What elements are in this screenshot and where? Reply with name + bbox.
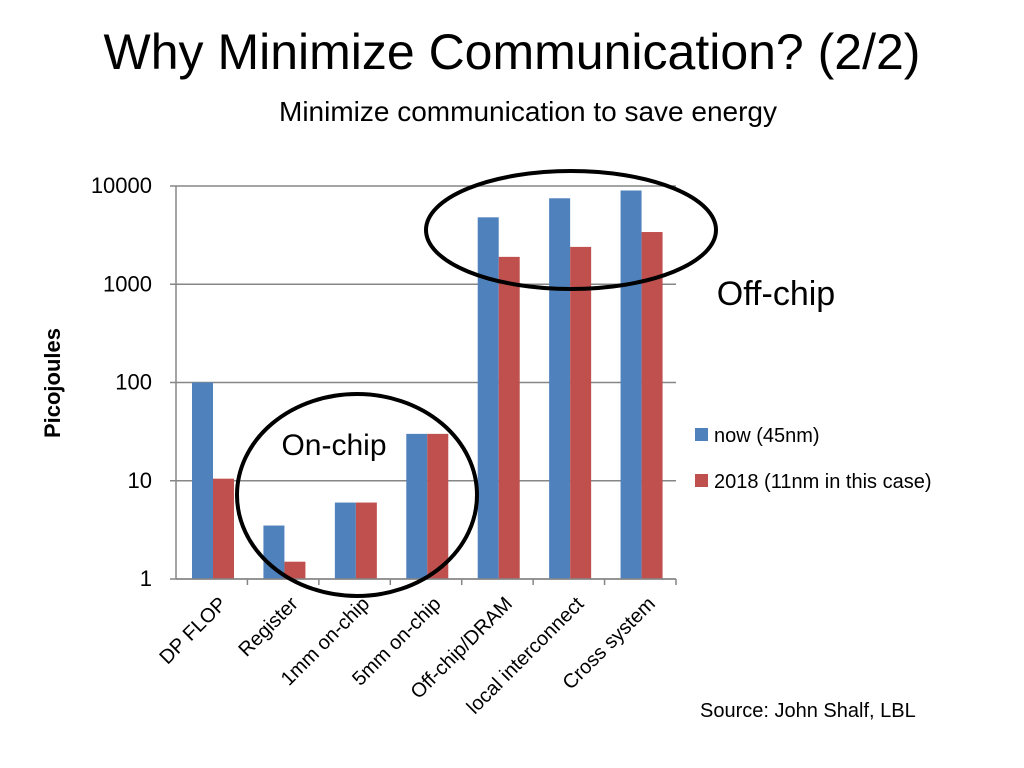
slide-subtitle: Minimize communication to save energy (279, 96, 777, 127)
x-tick-label: DP FLOP (155, 593, 231, 669)
on-chip-circle (235, 392, 479, 598)
bar-2018-5 (498, 256, 520, 579)
bar-now-5 (477, 217, 499, 579)
off-chip-label: Off-chip (717, 275, 835, 313)
bars (192, 190, 663, 580)
y-tick-labels: 1 10 100 1000 10000 (91, 173, 152, 591)
bar-now-3 (334, 502, 356, 579)
legend-label: 2018 (11nm in this case) (714, 471, 932, 493)
slide-title: Why Minimize Communication? (2/2) (103, 24, 921, 80)
on-chip-label: On-chip (281, 429, 386, 462)
legend-swatch (695, 428, 708, 441)
bar-now-6 (549, 198, 571, 579)
bar-now-1 (192, 382, 213, 579)
bar-2018-2 (284, 561, 306, 579)
bar-now-7 (620, 190, 642, 579)
y-tick-label: 10 (128, 468, 152, 493)
legend-swatch (695, 474, 708, 487)
legend-label: now (45nm) (714, 425, 820, 447)
bar-2018-4 (427, 433, 449, 579)
bar-2018-3 (355, 502, 377, 579)
y-axis-title: Picojoules (40, 328, 65, 438)
y-tick-label: 10000 (91, 173, 152, 198)
bar-2018-7 (641, 232, 663, 579)
source-credit: Source: John Shalf, LBL (700, 700, 916, 722)
x-tick-label: Register (234, 593, 302, 661)
off-chip-circle (424, 169, 718, 291)
y-tick-label: 100 (115, 370, 152, 395)
bar-now-4 (406, 433, 428, 579)
legend: now (45nm) 2018 (11nm in this case) (695, 425, 932, 493)
bar-2018-6 (570, 246, 592, 580)
bar-2018-1 (213, 478, 234, 579)
y-tick-label: 1000 (103, 271, 152, 296)
y-tick-label: 1 (140, 566, 152, 591)
